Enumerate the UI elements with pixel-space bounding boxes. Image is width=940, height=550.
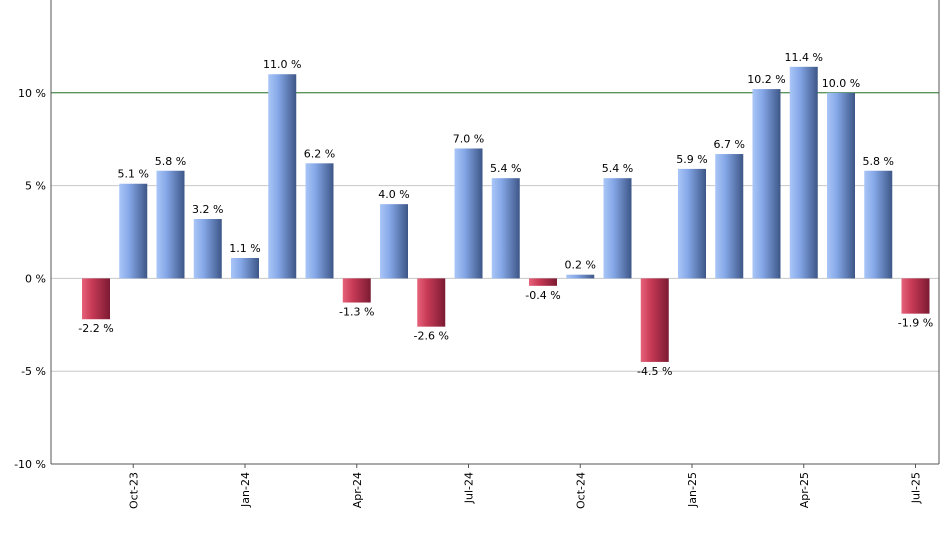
bar (752, 89, 781, 279)
bar (566, 274, 595, 279)
data-label: 5.4 % (490, 162, 521, 175)
data-label: 5.8 % (863, 155, 894, 168)
data-label: 5.1 % (118, 168, 149, 181)
data-label: 3.2 % (192, 203, 223, 216)
x-tick-label: Jan-25 (686, 472, 699, 508)
axes: -10 % -5 % 0 % 5 % 10 % Oct-23 Jan-24 Apr-24 Jul… (14, 0, 940, 509)
bar (119, 183, 148, 279)
data-label: 5.8 % (155, 155, 186, 168)
y-tick-label: 5 % (25, 180, 46, 193)
data-labels: -2.2 % 5.1 % 5.8 % 3.2 % 1.1 % 11.0 % 6.2 % -1.… (78, 51, 933, 378)
bar (454, 148, 483, 279)
bar (193, 219, 222, 279)
bar (529, 278, 557, 286)
bar (678, 168, 706, 279)
bar (640, 278, 669, 362)
data-label: 1.1 % (229, 242, 260, 255)
data-label: 10.2 % (747, 73, 785, 86)
data-label: -2.6 % (414, 330, 449, 343)
y-tick-label: 0 % (25, 272, 46, 285)
y-tick-label: 10 % (18, 87, 46, 100)
bar (789, 66, 818, 279)
data-label: 11.0 % (263, 58, 301, 71)
data-label: 0.2 % (565, 259, 596, 272)
data-label: -0.4 % (525, 289, 560, 302)
data-label: 5.9 % (676, 153, 707, 166)
bar (156, 170, 185, 279)
data-label: -2.2 % (78, 322, 113, 335)
y-tick-label: -10 % (14, 458, 46, 471)
x-tick-label: Jul-24 (463, 472, 476, 504)
bar (231, 257, 259, 279)
x-tick-label: Apr-24 (351, 472, 364, 508)
bar (864, 170, 893, 279)
data-label: 11.4 % (785, 51, 823, 64)
data-label: 10.0 % (822, 77, 860, 90)
data-label: 5.4 % (602, 162, 633, 175)
x-tick-label: Jan-24 (239, 472, 252, 508)
data-label: 7.0 % (453, 132, 484, 145)
bar (715, 154, 744, 279)
bar (342, 278, 371, 303)
y-tick-label: -5 % (21, 365, 46, 378)
data-label: -4.5 % (637, 365, 672, 378)
x-tick-label: Oct-24 (574, 472, 587, 509)
bar (82, 278, 110, 320)
data-label: 6.7 % (714, 138, 745, 151)
bar (827, 92, 855, 279)
bar (268, 74, 297, 279)
data-label: -1.9 % (898, 317, 933, 330)
bar (491, 178, 520, 279)
x-tick-label: Oct-23 (127, 472, 140, 509)
data-label: 4.0 % (378, 188, 409, 201)
bar (417, 278, 446, 327)
bar (305, 163, 334, 279)
bar (380, 204, 408, 279)
bars (82, 66, 930, 362)
bar (603, 178, 632, 279)
data-label: -1.3 % (339, 306, 374, 319)
x-tick-label: Jul-25 (910, 472, 923, 504)
x-tick-label: Apr-25 (798, 472, 811, 508)
bar (901, 278, 930, 314)
data-label: 6.2 % (304, 147, 335, 160)
